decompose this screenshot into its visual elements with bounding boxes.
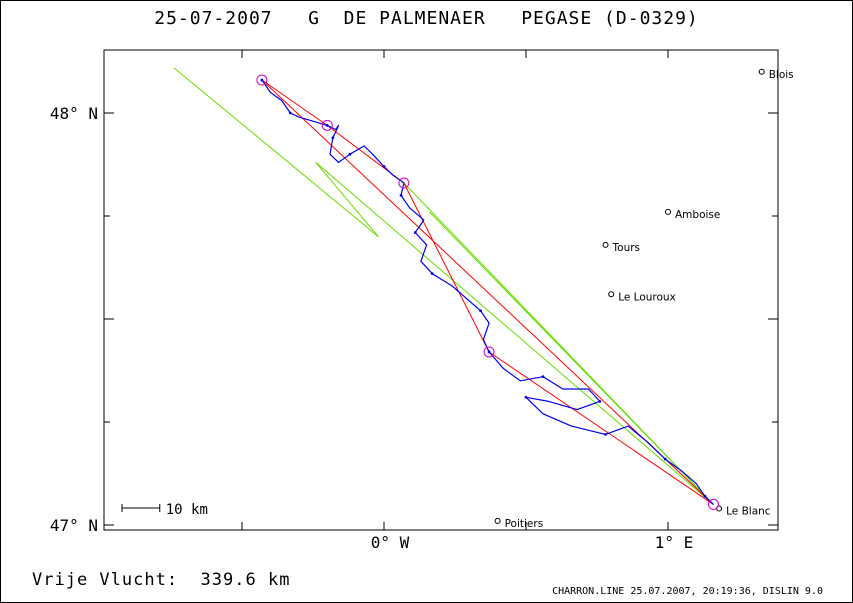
- track-fix: [487, 350, 491, 354]
- track-fix: [331, 136, 335, 140]
- turnpoint-circle-icon: [483, 346, 495, 358]
- declared-task-line: [403, 182, 714, 505]
- flight-track-line: [261, 79, 714, 505]
- chart-title: 25-07-2007 G DE PALMENAER PEGASE (D-0329…: [154, 8, 699, 29]
- flight-track: [260, 78, 714, 505]
- map-frame: [103, 49, 779, 531]
- declared-task-line: [173, 67, 714, 505]
- track-fix: [325, 123, 329, 127]
- turnpoint-markers: [256, 74, 719, 510]
- latitude-label: 48° N: [50, 104, 98, 123]
- turnpoint-circle-icon: [707, 498, 719, 510]
- latitude-label: 47° N: [50, 516, 98, 535]
- town-marker-icon: [665, 208, 671, 215]
- town-label: Poitiers: [505, 518, 544, 530]
- track-fix: [260, 78, 264, 82]
- track-fix: [541, 375, 545, 379]
- track-fix: [604, 432, 607, 436]
- axis-ticks: [104, 50, 778, 530]
- track-fix: [703, 494, 707, 498]
- distance-value: 339.6 km: [200, 570, 291, 590]
- scale-bar-label: 10 km: [166, 502, 208, 518]
- track-fix: [598, 400, 602, 403]
- town-marker-icon: [602, 241, 609, 248]
- track-fix: [399, 194, 403, 197]
- track-fix: [430, 272, 434, 276]
- longitude-label: 0° W: [371, 533, 410, 552]
- town-label: Blois: [769, 69, 794, 81]
- free-flight-distance: Vrije Vlucht: 339.6 km: [32, 570, 290, 590]
- declared-task: [173, 67, 714, 505]
- town-label: Amboise: [675, 209, 720, 221]
- track-fix: [413, 231, 417, 234]
- scale-bar: 10 km: [121, 502, 208, 518]
- track-fix: [663, 457, 667, 461]
- town-label: Le Blanc: [726, 506, 771, 518]
- track-fix: [524, 395, 528, 399]
- town-marker-icon: [608, 291, 615, 298]
- track-fix: [348, 152, 352, 156]
- town-marker-icon: [494, 517, 501, 524]
- distance-label: Vrije Vlucht:: [32, 570, 179, 590]
- turnpoint-circle-icon: [256, 74, 268, 86]
- town-label: Tours: [612, 242, 641, 254]
- track-fix: [479, 309, 482, 313]
- turnpoint-circle-icon: [398, 177, 410, 189]
- track-fix: [382, 165, 386, 168]
- town-label: Le Louroux: [618, 291, 676, 303]
- town-marker-icon: [758, 68, 765, 75]
- track-fix: [288, 111, 292, 115]
- turnpoint-circle-icon: [321, 119, 333, 131]
- town-markers: Blois Amboise Tours Le Louroux Le Blanc Poiti…: [494, 68, 794, 530]
- axis-labels: 48° N 47° N 0° W 1° E: [50, 104, 693, 552]
- longitude-label: 1° E: [655, 533, 694, 552]
- footer-credit: CHARRON.LINE 25.07.2007, 20:19:36, DISLI…: [552, 586, 823, 597]
